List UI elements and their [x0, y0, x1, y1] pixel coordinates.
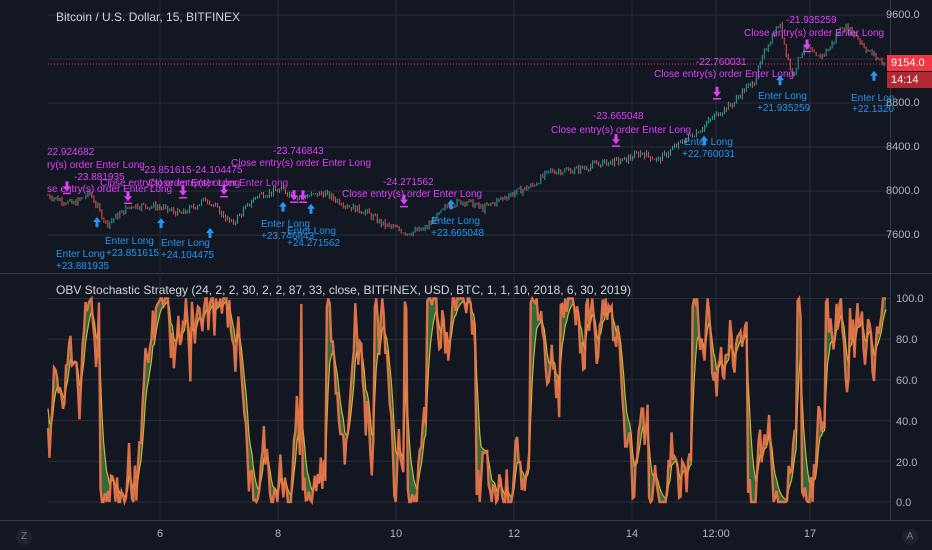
strategy-label: +23.665048 [431, 228, 485, 239]
strategy-label: Enter Long [758, 91, 807, 102]
strategy-label: Enter Long [261, 219, 310, 230]
strategy-label: -24.104475 [192, 165, 243, 176]
time-tick-8: 8 [274, 528, 282, 540]
strategy-label: 22.924682 [47, 147, 95, 158]
strategy-label: +22.760031 [682, 149, 736, 160]
strategy-label: -23.665048 [593, 111, 644, 122]
stochastic-plot [46, 295, 887, 507]
strategy-label: Enter Lon [851, 93, 895, 104]
strategy-label: Close entry(s) order Enter Long [551, 125, 692, 136]
indicator-title[interactable]: OBV Stochastic Strategy (24, 2, 2, 30, 2… [56, 283, 631, 297]
stochastic-fill [48, 298, 886, 502]
enter-long-arrow-icon [157, 218, 165, 229]
close-entry-arrow-icon [63, 181, 71, 192]
indicator-tick-0: 0.0 [896, 497, 912, 509]
strategy-label: +24.271562 [287, 238, 341, 249]
strategy-label: Close entry(s) order Enter Long [231, 158, 372, 169]
strategy-label: Close entry(s) order Enter Long [148, 178, 289, 189]
zoom-button[interactable]: Z [16, 529, 32, 545]
close-entry-arrow-icon [612, 134, 620, 145]
time-tick-10: 10 [389, 528, 403, 540]
time-tick-6: 6 [156, 528, 164, 540]
strategy-label: -23.851615 [141, 165, 192, 176]
strategy-label: Close entry(s) order Enter Long [654, 69, 795, 80]
strategy-label: +23.746843 [261, 231, 315, 242]
enter-long-arrow-icon [93, 217, 101, 227]
close-entry-arrow-icon [290, 190, 298, 201]
strategy-label: -23.746843 [273, 146, 324, 157]
time-tick-17: 17 [803, 528, 817, 540]
close-entry-arrow-icon [299, 190, 307, 201]
strategy-label: +24.104475 [161, 250, 215, 261]
strategy-label: Close entry(s) order Enter Long [342, 189, 483, 200]
price-tick-8400: 8400.0 [886, 141, 920, 153]
last-price-badge: 9154.0 [887, 55, 932, 71]
price-tick-8000: 8000.0 [886, 185, 920, 197]
strategy-label: -22.760031 [696, 57, 747, 68]
close-entry-arrow-icon [803, 39, 811, 50]
strategy-label: Enter Long [287, 226, 336, 237]
auto-scale-button[interactable]: A [902, 529, 918, 545]
strategy-label: se entry(s) order Enter Long [47, 184, 173, 195]
close-entry-arrow-icon [220, 184, 228, 195]
strategy-label: +22.1320 [852, 104, 894, 115]
indicator-tick-40: 40.0 [896, 416, 918, 428]
close-entry-arrow-icon [400, 194, 408, 205]
time-tick-1200: 12:00 [702, 528, 730, 540]
time-tick-14: 14 [625, 528, 639, 540]
strategy-label: ry(s) order Enter Long [47, 160, 145, 171]
strategy-label: -21.935259 [786, 15, 837, 26]
indicator-tick-20: 20.0 [896, 457, 918, 469]
indicator-tick-60: 60.0 [896, 375, 918, 387]
symbol-title[interactable]: Bitcoin / U.S. Dollar, 15, BITFINEX [56, 10, 241, 24]
enter-long-arrow-icon [870, 70, 878, 81]
strategy-markers [63, 39, 878, 238]
strategy-label: Close entry(s) order Enter Long [744, 28, 885, 39]
indicator-tick-80: 80.0 [896, 334, 918, 346]
strategy-label: -24.271562 [383, 177, 434, 188]
strategy-label: Enter Long [431, 216, 480, 227]
indicator-tick-100: 100.0 [896, 293, 924, 305]
strategy-label: Close entry(s) order Enter Long [100, 178, 241, 189]
strategy-label: +21.935259 [757, 103, 811, 114]
enter-long-arrow-icon [279, 201, 287, 212]
strategy-label: -23.881935 [74, 172, 125, 183]
strategy-label: Enter Long [684, 137, 733, 148]
price-series [47, 21, 885, 237]
close-entry-arrow-icon [713, 86, 721, 97]
strategy-label: Enter Long [105, 236, 154, 247]
enter-long-arrow-icon [776, 75, 784, 86]
close-entry-arrow-icon [179, 185, 187, 196]
enter-long-arrow-icon [307, 203, 315, 214]
strategy-label: +23.881935 [56, 261, 110, 272]
enter-long-arrow-icon [447, 199, 455, 210]
close-entry-arrow-icon [124, 191, 132, 202]
price-tick-9600: 9600.0 [886, 9, 920, 21]
time-tick-12: 12 [507, 528, 521, 540]
stochastic-d-line [47, 300, 887, 501]
strategy-label: Enter Long [161, 238, 210, 249]
strategy-label: +23.851615 [106, 248, 160, 259]
enter-long-arrow-icon [206, 228, 214, 238]
price-tick-7600: 7600.0 [886, 229, 920, 241]
price-tick-8800: 8800.0 [886, 97, 920, 109]
strategy-label: Enter Long [56, 249, 105, 260]
enter-long-arrow-icon [700, 135, 708, 146]
bar-countdown-badge: 14:14 [887, 72, 932, 88]
stochastic-k-line [46, 295, 886, 507]
